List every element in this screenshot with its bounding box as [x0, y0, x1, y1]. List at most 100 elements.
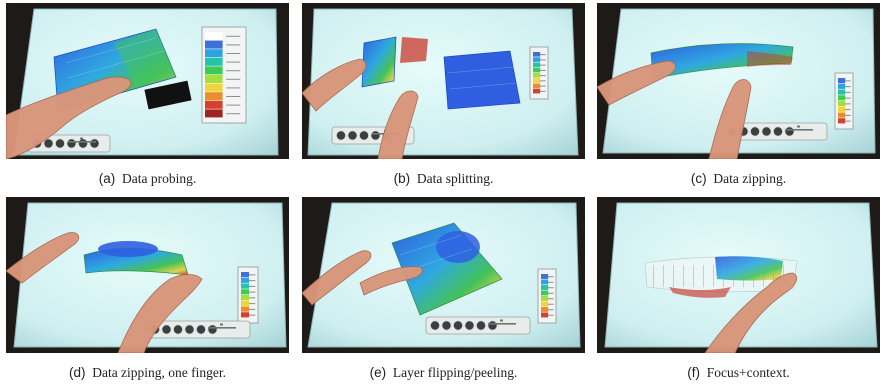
photo-panel-a [6, 3, 289, 159]
legend-swatch [838, 83, 846, 89]
caption-label-c: (c) [690, 171, 707, 186]
legend-tick [844, 86, 851, 88]
toolbar-button-icon [441, 320, 452, 331]
legend-swatch [533, 83, 541, 89]
legend-swatch [838, 106, 846, 112]
photo-illustration [302, 202, 581, 348]
data-layer-flipped [391, 222, 503, 316]
legend-tick [249, 297, 256, 299]
surface-gridline [449, 82, 517, 90]
surface-gridline [447, 66, 515, 74]
context-gridline [713, 265, 714, 287]
toolbar-button-icon [370, 130, 381, 141]
context-gridline [653, 265, 654, 287]
caption-d: (d) Data zipping, one finger. [6, 365, 289, 381]
hand-arm [359, 266, 423, 296]
context-gridline [743, 265, 744, 287]
legend-tick [844, 109, 851, 111]
context-gridline [773, 265, 774, 287]
data-surface-region [114, 29, 176, 87]
caption-text-d: Data zipping, one finger. [92, 365, 227, 380]
legend-tick [226, 96, 241, 97]
legend-swatch [205, 92, 223, 101]
legend-tick [249, 280, 256, 282]
tabletop-surface [13, 202, 287, 348]
toolbar-button-icon [784, 126, 795, 137]
legend-swatch [541, 307, 549, 312]
legend-tick [226, 61, 241, 63]
hand-arm [302, 58, 367, 112]
legend-tick [226, 78, 241, 80]
context-gridline [663, 265, 664, 287]
legend-swatch [838, 78, 846, 84]
caption-b: (b) Data splitting. [302, 171, 585, 187]
legend-tick [249, 285, 256, 287]
legend-tick [226, 53, 241, 54]
legend-tick [226, 104, 241, 106]
hand-arm [597, 60, 676, 106]
legend-tick [226, 35, 241, 37]
legend-swatch [241, 295, 249, 301]
legend-tick [844, 120, 851, 122]
toolbar-button-icon [55, 138, 66, 149]
legend-tick [226, 70, 241, 72]
toolbar-button-icon [336, 130, 347, 141]
legend-tick [844, 114, 851, 116]
photo-panel-c [597, 3, 880, 159]
legend-tick [226, 113, 241, 115]
legend-swatch [541, 274, 549, 279]
legend-swatch [838, 101, 846, 107]
hand-arm [302, 250, 372, 306]
caption-text-c: Data zipping. [713, 171, 787, 186]
legend-tick [844, 103, 851, 105]
hand-arm [6, 76, 132, 159]
legend-swatch [205, 109, 223, 118]
legend-tick [547, 298, 554, 300]
legend-tick [539, 80, 546, 82]
date-readout-mark [785, 129, 813, 131]
hand-arm [377, 90, 419, 159]
date-readout-mark [500, 319, 503, 322]
caption-label-b: (b) [393, 171, 411, 186]
caption-text-a: Data probing. [122, 171, 197, 186]
context-gridline [733, 265, 734, 287]
toolbar-button-icon [761, 126, 772, 137]
legend-swatch [838, 95, 846, 101]
focus-lens [715, 256, 783, 281]
caption-label-a: (a) [98, 171, 116, 186]
legend-swatch [541, 290, 549, 296]
toolbar-button-icon [89, 138, 100, 149]
toolbar-button-icon [195, 324, 206, 335]
legend-tick [539, 64, 546, 66]
legend-swatch [541, 301, 549, 307]
legend-swatch [205, 49, 223, 58]
toolbar-button-icon [43, 138, 54, 149]
legend-tick [539, 59, 546, 61]
legend-swatch [241, 300, 249, 306]
toolbar-button-icon [475, 320, 486, 331]
hand-arm [117, 274, 203, 353]
legend-tick [539, 85, 546, 87]
surface-gridline [67, 50, 165, 79]
hand-arm [6, 232, 80, 284]
probe-tooltip [144, 80, 192, 110]
legend-tick [547, 292, 554, 294]
legend-swatch [533, 73, 541, 78]
date-readout-mark [80, 137, 83, 140]
legend-swatch [533, 62, 541, 68]
data-surface-region [669, 287, 731, 298]
caption-e: (e) Layer flipping/peeling. [302, 365, 585, 381]
toolbar-button-icon [487, 320, 498, 331]
legend-swatch [241, 277, 249, 283]
toolbar-button-icon [184, 324, 195, 335]
toolbar-button-icon [207, 324, 218, 335]
legend-swatch [533, 67, 541, 73]
photo-panel-d [6, 197, 289, 353]
data-surface-region [747, 51, 793, 67]
legend-swatch [205, 66, 223, 75]
context-gridline [763, 265, 764, 287]
legend-tick [249, 274, 256, 276]
legend-tick [547, 276, 554, 278]
data-surface-split-piece [400, 37, 428, 63]
context-gridline [673, 265, 674, 287]
